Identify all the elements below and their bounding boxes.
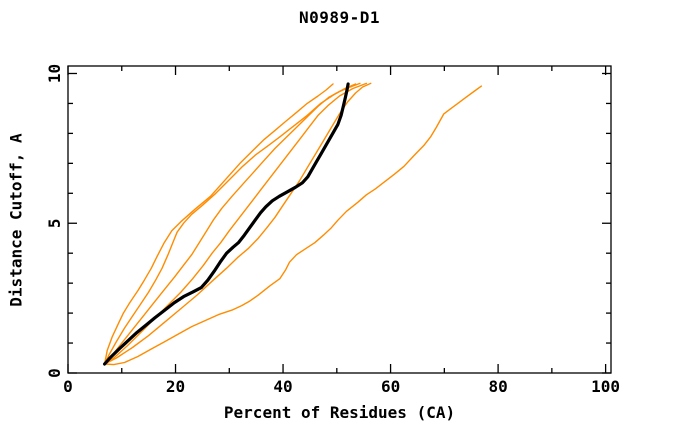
x-tick-label: 80	[488, 377, 507, 396]
series-orange-model-1	[103, 83, 334, 365]
y-tick-label: 10	[45, 64, 64, 83]
x-tick-label: 20	[166, 377, 185, 396]
series-orange-model-4	[103, 82, 368, 365]
series-black-highlight-model	[102, 82, 350, 366]
x-tick-label: 100	[591, 377, 620, 396]
series-orange-model-5	[103, 82, 372, 365]
x-tick-label: 0	[63, 377, 73, 396]
x-axis-label: Percent of Residues (CA)	[223, 403, 456, 422]
y-axis-label: Distance Cutoff, A	[6, 133, 26, 307]
y-tick-label: 5	[45, 218, 64, 228]
series-orange-model-2	[103, 83, 357, 365]
series-orange-model-3	[103, 82, 361, 365]
series-orange-model-6-outlier	[103, 85, 483, 366]
axis-frame	[67, 65, 612, 374]
x-tick-label: 40	[273, 377, 292, 396]
x-tick-label: 60	[381, 377, 400, 396]
chart-title: N0989-D1	[298, 8, 381, 27]
y-tick-label: 0	[45, 368, 64, 378]
